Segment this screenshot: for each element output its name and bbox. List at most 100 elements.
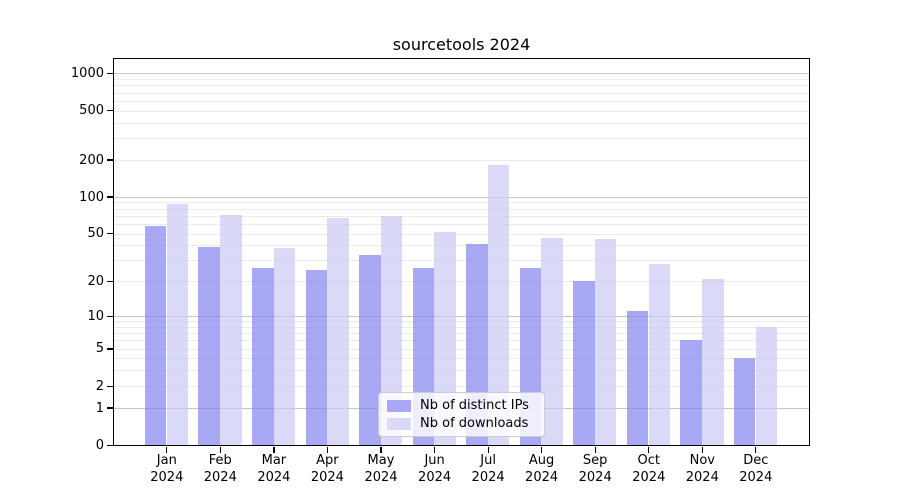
y-axis-tick-label: 5 [95,341,104,357]
y-axis-tick [106,73,113,75]
y-axis-tick [106,348,113,350]
bar-downloads-apr [327,218,349,445]
gridline-major [114,316,809,317]
x-axis-tick-label: Jan 2024 [135,452,199,486]
x-label-month: Sep [582,452,608,468]
gridline-minor [114,326,809,328]
x-axis-tick-label: Sep 2024 [563,452,627,486]
x-label-month: Nov [689,452,715,468]
x-axis-tick-label: Dec 2024 [724,452,788,486]
x-axis-tick-label: Oct 2024 [617,452,681,486]
bar-downloads-jul [487,165,510,445]
x-axis-tick [273,446,275,454]
x-label-month: Oct [637,452,661,468]
gridline-minor [114,333,809,335]
bar-ips-feb [198,246,220,445]
gridline-minor [114,370,809,372]
gridline-minor [114,233,809,235]
gridline-minor [114,321,809,323]
x-label-month: May [367,452,395,468]
y-axis-tick-label: 0 [95,437,104,453]
x-label-year: 2024 [525,469,559,485]
y-axis-tick-label: 1000 [70,66,104,82]
x-label-month: Dec [743,452,769,468]
bar-ips-sep [573,281,595,445]
gridline-minor [114,223,809,225]
gridline-minor [114,215,809,217]
gridline-minor [114,100,809,102]
gridline-minor [114,208,809,210]
y-axis-tick [106,280,113,283]
bar-downloads-may [380,215,403,445]
gridline-minor [114,85,809,87]
gridline-minor [114,79,809,80]
x-axis-tick [433,446,436,454]
y-axis-tick-label: 500 [79,103,104,119]
x-label-year: 2024 [578,469,612,485]
legend-swatch-downloads-icon [387,417,411,430]
legend-label-downloads: Nb of downloads [420,416,529,431]
x-label-month: Jun [424,452,445,468]
gridline-major [114,73,809,75]
legend-swatch-ips-icon [387,399,411,412]
gridline-minor [114,138,809,139]
x-label-year: 2024 [257,469,291,485]
x-axis-tick [380,446,382,454]
x-axis-tick-label: Feb 2024 [188,452,252,486]
x-axis-tick-label: Aug 2024 [510,452,574,486]
x-axis-tick-label: Apr 2024 [295,452,359,486]
x-label-month: Feb [208,452,232,468]
x-label-year: 2024 [418,469,452,485]
bar-downloads-aug [541,237,563,445]
bar-ips-nov [680,340,702,445]
x-axis-tick [594,446,596,454]
y-axis-tick-label: 100 [79,189,104,205]
chart-title: sourcetools 2024 [392,35,531,54]
x-axis-tick [166,446,168,454]
x-axis-tick [541,446,543,454]
x-axis-tick-label: Jul 2024 [456,452,520,486]
y-axis-tick-label: 10 [87,308,104,324]
y-axis-tick [106,407,113,409]
bar-ips-jan [144,225,167,445]
x-label-month: Aug [528,452,555,468]
x-label-year: 2024 [364,469,398,485]
bar-downloads-nov [702,278,724,445]
x-axis-tick-label: May 2024 [349,452,413,486]
y-axis-tick [106,385,113,387]
bar-downloads-sep [594,239,617,445]
gridline-minor [114,358,809,360]
gridline-minor [114,202,809,204]
x-axis-tick [755,446,757,454]
bar-downloads-feb [220,214,242,445]
x-axis-tick [219,446,222,454]
x-axis-tick-label: Mar 2024 [242,452,306,486]
x-label-month: Jul [480,452,496,468]
bar-ips-apr [305,269,328,445]
y-axis-tick-label: 20 [87,274,104,289]
x-label-month: Mar [261,452,287,468]
gridline-minor [114,245,809,247]
bar-ips-dec [733,358,756,445]
y-axis-tick [106,110,113,112]
gridline-minor [114,110,809,112]
x-label-year: 2024 [203,469,237,485]
gridline-major [114,196,809,198]
gridline-minor [114,92,809,94]
gridline-minor [114,385,809,387]
y-axis-tick-label: 200 [79,152,104,168]
y-axis-tick [106,233,113,235]
legend-row-downloads: Nb of downloads [387,416,544,431]
legend: Nb of distinct IPs Nb of downloads [378,392,545,437]
y-axis-tick-label: 2 [95,378,104,394]
bar-downloads-dec [755,326,778,445]
x-axis-tick [701,446,703,454]
gridline-minor [114,122,809,124]
y-axis-tick [106,444,113,446]
y-axis-tick [106,196,113,198]
bar-ips-oct [626,311,649,445]
x-axis-tick-label: Jun 2024 [403,452,467,486]
x-axis-tick [487,446,489,454]
legend-label-ips: Nb of distinct IPs [420,398,529,413]
x-label-year: 2024 [471,469,505,485]
